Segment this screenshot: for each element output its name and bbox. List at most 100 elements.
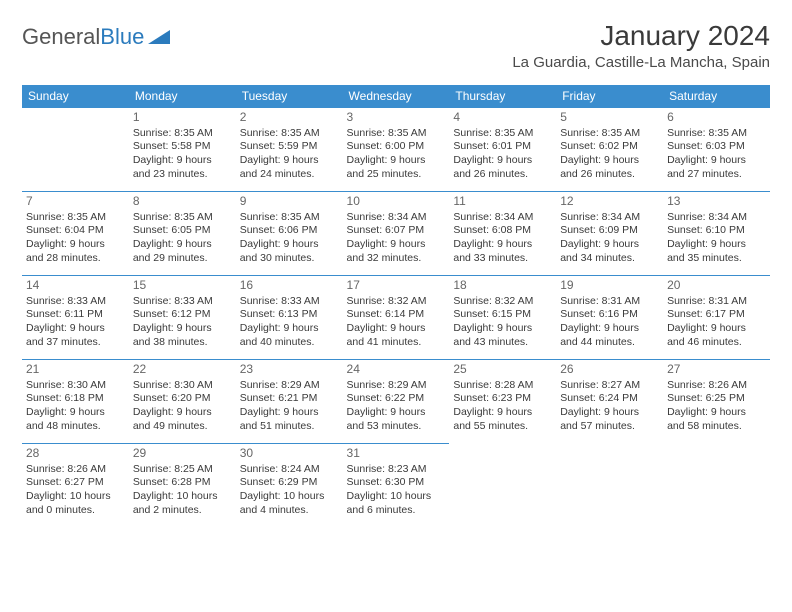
day-sunrise: Sunrise: 8:32 AM — [347, 295, 446, 309]
day-sunset: Sunset: 6:16 PM — [560, 308, 659, 322]
day-dl2: and 34 minutes. — [560, 252, 659, 266]
day-dl1: Daylight: 9 hours — [133, 322, 232, 336]
day-sunrise: Sunrise: 8:35 AM — [133, 211, 232, 225]
day-number: 2 — [240, 110, 339, 126]
day-sunset: Sunset: 6:01 PM — [453, 140, 552, 154]
day-dl1: Daylight: 9 hours — [560, 322, 659, 336]
calendar-table: Sunday Monday Tuesday Wednesday Thursday… — [22, 85, 770, 528]
day-dl1: Daylight: 9 hours — [26, 238, 125, 252]
day-dl1: Daylight: 9 hours — [240, 406, 339, 420]
weekday-header-row: Sunday Monday Tuesday Wednesday Thursday… — [22, 85, 770, 108]
day-number: 22 — [133, 362, 232, 378]
day-sunset: Sunset: 6:20 PM — [133, 392, 232, 406]
day-sunset: Sunset: 6:22 PM — [347, 392, 446, 406]
day-dl1: Daylight: 9 hours — [667, 238, 766, 252]
day-sunrise: Sunrise: 8:33 AM — [26, 295, 125, 309]
weekday-header: Wednesday — [343, 85, 450, 108]
calendar-week-row: 7Sunrise: 8:35 AMSunset: 6:04 PMDaylight… — [22, 192, 770, 276]
day-dl1: Daylight: 9 hours — [347, 154, 446, 168]
day-dl1: Daylight: 9 hours — [560, 154, 659, 168]
day-dl1: Daylight: 9 hours — [240, 238, 339, 252]
day-dl2: and 53 minutes. — [347, 420, 446, 434]
day-number: 10 — [347, 194, 446, 210]
calendar-day-cell: 15Sunrise: 8:33 AMSunset: 6:12 PMDayligh… — [129, 276, 236, 360]
calendar-day-cell: 6Sunrise: 8:35 AMSunset: 6:03 PMDaylight… — [663, 108, 770, 192]
day-sunset: Sunset: 6:30 PM — [347, 476, 446, 490]
day-dl1: Daylight: 9 hours — [453, 238, 552, 252]
calendar-day-cell: 12Sunrise: 8:34 AMSunset: 6:09 PMDayligh… — [556, 192, 663, 276]
day-number: 21 — [26, 362, 125, 378]
day-sunset: Sunset: 6:00 PM — [347, 140, 446, 154]
calendar-day-cell: 11Sunrise: 8:34 AMSunset: 6:08 PMDayligh… — [449, 192, 556, 276]
day-sunset: Sunset: 6:18 PM — [26, 392, 125, 406]
calendar-day-cell: 20Sunrise: 8:31 AMSunset: 6:17 PMDayligh… — [663, 276, 770, 360]
day-sunset: Sunset: 6:27 PM — [26, 476, 125, 490]
day-dl2: and 2 minutes. — [133, 504, 232, 518]
day-dl2: and 28 minutes. — [26, 252, 125, 266]
day-sunset: Sunset: 6:06 PM — [240, 224, 339, 238]
location-text: La Guardia, Castille-La Mancha, Spain — [512, 54, 770, 71]
day-sunset: Sunset: 6:28 PM — [133, 476, 232, 490]
calendar-day-cell: 30Sunrise: 8:24 AMSunset: 6:29 PMDayligh… — [236, 444, 343, 528]
calendar-day-cell: 1Sunrise: 8:35 AMSunset: 5:58 PMDaylight… — [129, 108, 236, 192]
day-number: 17 — [347, 278, 446, 294]
calendar-day-cell: 10Sunrise: 8:34 AMSunset: 6:07 PMDayligh… — [343, 192, 450, 276]
day-sunrise: Sunrise: 8:34 AM — [560, 211, 659, 225]
day-sunset: Sunset: 6:03 PM — [667, 140, 766, 154]
day-number: 25 — [453, 362, 552, 378]
page-header: GeneralBlue January 2024 La Guardia, Cas… — [22, 20, 770, 71]
day-dl2: and 51 minutes. — [240, 420, 339, 434]
calendar-day-cell: 7Sunrise: 8:35 AMSunset: 6:04 PMDaylight… — [22, 192, 129, 276]
day-dl1: Daylight: 9 hours — [347, 238, 446, 252]
day-sunset: Sunset: 6:11 PM — [26, 308, 125, 322]
weekday-header: Tuesday — [236, 85, 343, 108]
day-number: 3 — [347, 110, 446, 126]
day-dl1: Daylight: 9 hours — [667, 406, 766, 420]
day-sunset: Sunset: 6:25 PM — [667, 392, 766, 406]
logo-text-general: General — [22, 24, 100, 50]
day-sunrise: Sunrise: 8:35 AM — [133, 127, 232, 141]
day-sunrise: Sunrise: 8:35 AM — [560, 127, 659, 141]
calendar-day-cell: 16Sunrise: 8:33 AMSunset: 6:13 PMDayligh… — [236, 276, 343, 360]
day-dl1: Daylight: 10 hours — [133, 490, 232, 504]
day-sunrise: Sunrise: 8:30 AM — [26, 379, 125, 393]
day-number: 9 — [240, 194, 339, 210]
day-dl2: and 25 minutes. — [347, 168, 446, 182]
day-number: 28 — [26, 446, 125, 462]
day-number: 16 — [240, 278, 339, 294]
calendar-day-cell: 3Sunrise: 8:35 AMSunset: 6:00 PMDaylight… — [343, 108, 450, 192]
day-number: 14 — [26, 278, 125, 294]
weekday-header: Thursday — [449, 85, 556, 108]
day-sunrise: Sunrise: 8:29 AM — [347, 379, 446, 393]
day-sunset: Sunset: 5:59 PM — [240, 140, 339, 154]
calendar-day-cell: 13Sunrise: 8:34 AMSunset: 6:10 PMDayligh… — [663, 192, 770, 276]
day-number: 6 — [667, 110, 766, 126]
day-dl1: Daylight: 9 hours — [453, 406, 552, 420]
day-dl1: Daylight: 9 hours — [453, 154, 552, 168]
calendar-day-cell: 21Sunrise: 8:30 AMSunset: 6:18 PMDayligh… — [22, 360, 129, 444]
day-sunset: Sunset: 6:24 PM — [560, 392, 659, 406]
day-dl1: Daylight: 9 hours — [133, 238, 232, 252]
calendar-week-row: 1Sunrise: 8:35 AMSunset: 5:58 PMDaylight… — [22, 108, 770, 192]
day-sunset: Sunset: 6:15 PM — [453, 308, 552, 322]
calendar-day-cell: 9Sunrise: 8:35 AMSunset: 6:06 PMDaylight… — [236, 192, 343, 276]
day-sunrise: Sunrise: 8:29 AM — [240, 379, 339, 393]
day-number: 8 — [133, 194, 232, 210]
weekday-header: Saturday — [663, 85, 770, 108]
day-dl2: and 43 minutes. — [453, 336, 552, 350]
day-number: 5 — [560, 110, 659, 126]
day-number: 20 — [667, 278, 766, 294]
day-dl2: and 38 minutes. — [133, 336, 232, 350]
day-dl2: and 26 minutes. — [453, 168, 552, 182]
day-sunset: Sunset: 6:02 PM — [560, 140, 659, 154]
day-dl1: Daylight: 9 hours — [240, 322, 339, 336]
day-sunrise: Sunrise: 8:33 AM — [240, 295, 339, 309]
calendar-day-cell — [449, 444, 556, 528]
logo: GeneralBlue — [22, 24, 170, 50]
weekday-header: Friday — [556, 85, 663, 108]
day-sunrise: Sunrise: 8:30 AM — [133, 379, 232, 393]
day-sunset: Sunset: 6:09 PM — [560, 224, 659, 238]
day-dl2: and 30 minutes. — [240, 252, 339, 266]
weekday-header: Monday — [129, 85, 236, 108]
day-dl1: Daylight: 9 hours — [26, 322, 125, 336]
